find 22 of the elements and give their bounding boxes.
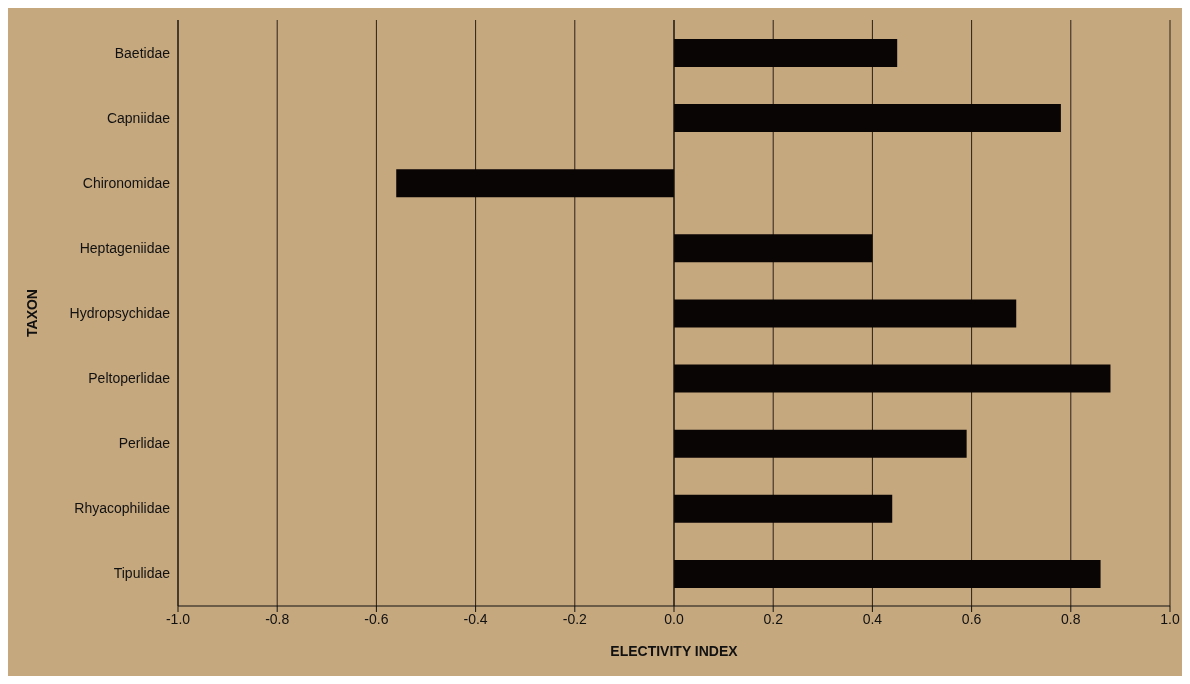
x-tick-label: -0.4 <box>463 610 488 627</box>
y-tick-label: Tipulidae <box>113 565 171 582</box>
y-tick-label: Hydropsychidae <box>69 304 171 321</box>
y-tick-label: Chironomidae <box>82 174 171 191</box>
x-tick-label: 0.8 <box>1061 610 1081 627</box>
x-tick-label: 0.6 <box>961 610 982 627</box>
x-tick-label: -0.2 <box>562 610 588 627</box>
x-tick-label: -1.0 <box>165 610 191 627</box>
x-axis-title: ELECTIVITY INDEX <box>610 643 739 659</box>
x-tick-label: -0.6 <box>364 610 389 627</box>
x-tick-label: -0.8 <box>265 610 290 627</box>
x-tick-label: 0.0 <box>664 610 684 627</box>
y-tick-label: Capniidae <box>106 109 171 126</box>
y-axis-title: TAXON <box>23 289 40 337</box>
x-tick-label: 0.2 <box>763 610 784 627</box>
x-tick-label: 0.4 <box>862 610 883 627</box>
y-tick-label: Peltoperlidae <box>88 370 171 387</box>
y-tick-label: Baetidae <box>114 44 171 61</box>
x-tick-label: 1.0 <box>1160 610 1180 627</box>
y-tick-label: Heptageniidae <box>79 239 171 256</box>
y-tick-label: Perlidae <box>118 435 171 452</box>
y-tick-label: Rhyacophilidae <box>74 500 171 517</box>
